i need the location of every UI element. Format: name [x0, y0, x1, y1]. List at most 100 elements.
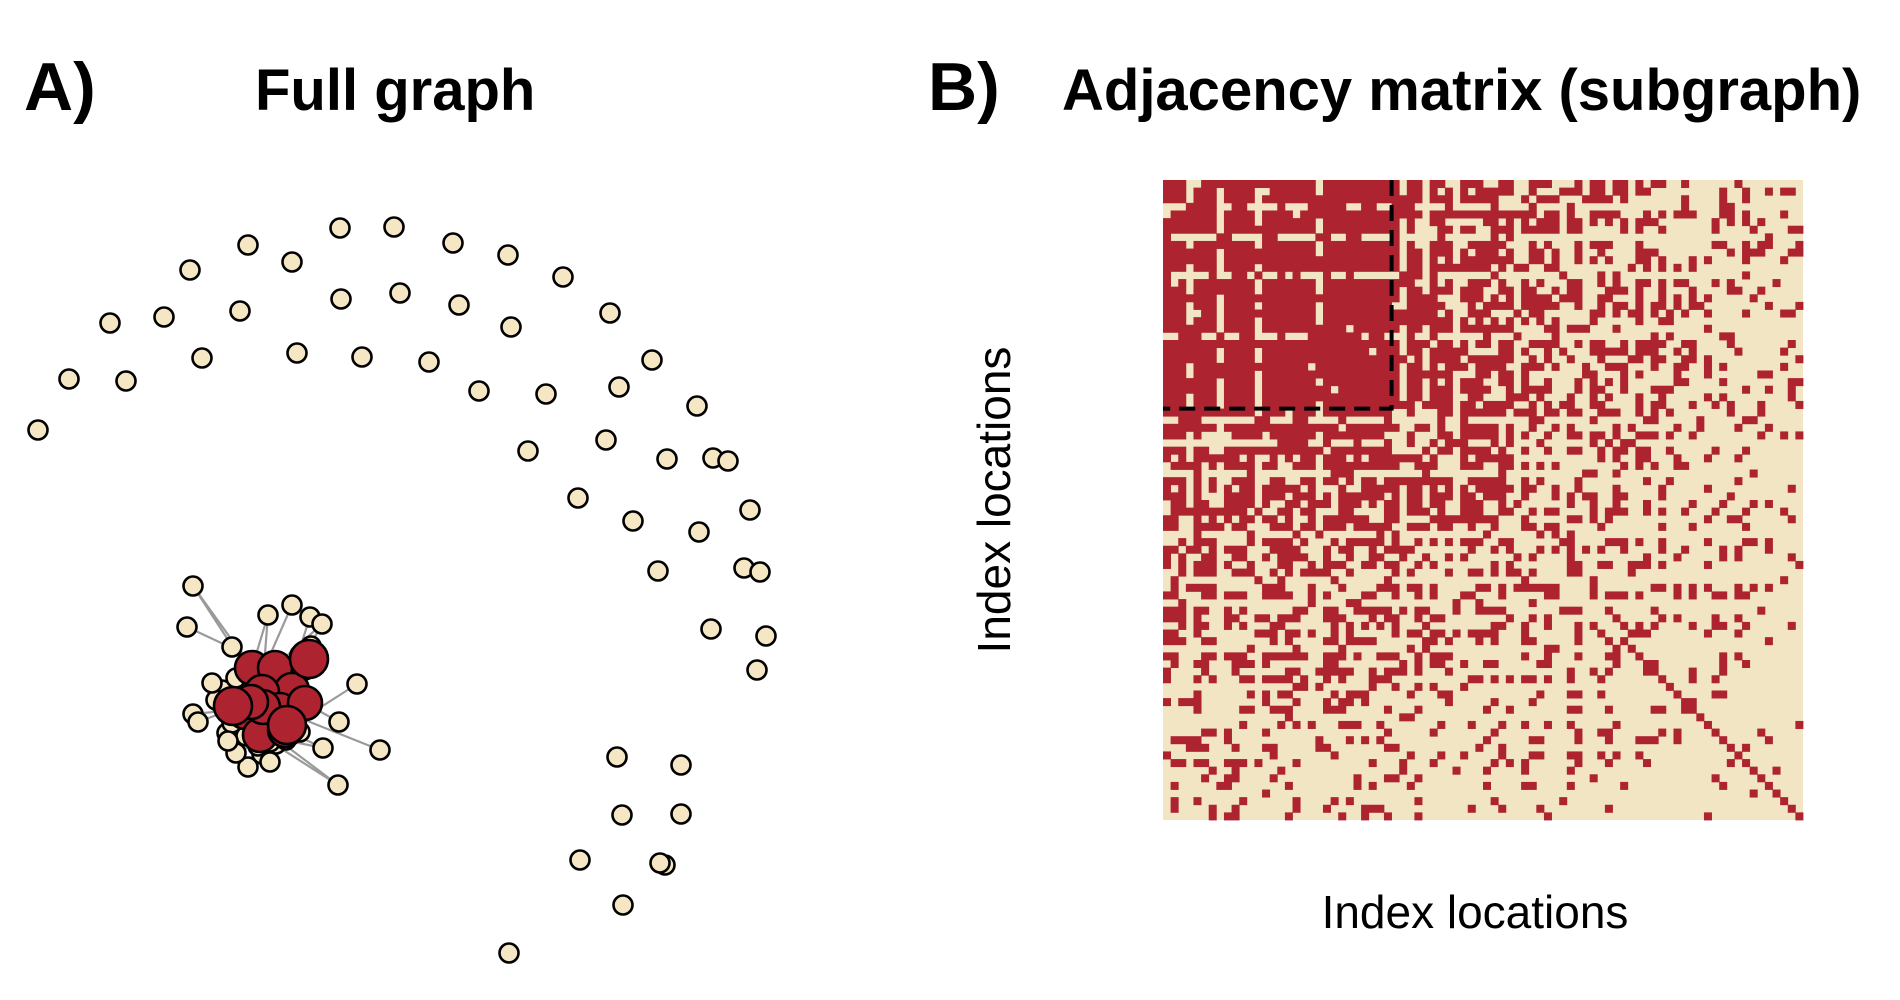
matrix-cell [1505, 545, 1514, 554]
matrix-cell [1269, 431, 1316, 440]
matrix-cell [1681, 705, 1697, 714]
matrix-cell [1193, 797, 1202, 806]
matrix-cell [1787, 484, 1796, 493]
matrix-cell [1323, 553, 1332, 562]
matrix-cell [1163, 400, 1187, 409]
matrix-cell [1193, 393, 1217, 402]
matrix-cell [1223, 355, 1255, 364]
matrix-cell [1703, 309, 1712, 318]
matrix-cell [1528, 507, 1537, 516]
matrix-cell [1269, 637, 1278, 646]
matrix-cell [1254, 416, 1271, 425]
matrix-cell [1361, 812, 1370, 821]
matrix-cell [1406, 629, 1423, 638]
matrix-cell [1315, 233, 1332, 242]
matrix-cell [1323, 660, 1339, 669]
matrix-cell [1429, 332, 1438, 341]
matrix-cell [1635, 218, 1659, 227]
matrix-cell [1254, 614, 1271, 623]
matrix-cell [1292, 492, 1316, 501]
matrix-cell [1231, 766, 1240, 775]
matrix-cell [1262, 210, 1293, 219]
matrix-cell [1650, 408, 1659, 417]
matrix-cell [1163, 477, 1187, 486]
matrix-cell [1193, 454, 1240, 463]
matrix-cell [1269, 477, 1286, 486]
matrix-cell [1521, 385, 1552, 394]
matrix-cell [1208, 484, 1217, 493]
matrix-cell [1406, 240, 1415, 249]
matrix-cell [1673, 614, 1682, 623]
matrix-cell [1681, 309, 1690, 318]
matrix-cell [1627, 629, 1652, 638]
matrix-cell [1406, 370, 1453, 379]
matrix-cell [1300, 522, 1316, 531]
matrix-cell [1429, 728, 1438, 737]
matrix-cell [1414, 614, 1423, 623]
matrix-cell [1460, 484, 1469, 493]
matrix-cell [1292, 720, 1301, 729]
matrix-cell [1719, 393, 1728, 402]
matrix-cell [1665, 408, 1674, 417]
matrix-cell [1742, 256, 1751, 265]
peripheral-node [237, 756, 259, 778]
matrix-cell [1444, 698, 1453, 707]
matrix-cell [1193, 492, 1202, 501]
matrix-cell [1536, 530, 1545, 539]
matrix-cell [1262, 690, 1271, 699]
matrix-cell [1178, 454, 1187, 463]
matrix-cell [1757, 774, 1766, 783]
matrix-cell [1742, 743, 1751, 752]
matrix-cell [1345, 736, 1354, 745]
matrix-cell [1528, 751, 1545, 760]
matrix-cell [1361, 621, 1370, 630]
matrix-cell [1490, 698, 1499, 707]
matrix-cell [1170, 781, 1179, 790]
matrix-cell [1620, 637, 1629, 646]
matrix-cell [1163, 751, 1172, 760]
matrix-cell [1406, 332, 1415, 341]
matrix-cell [1589, 347, 1629, 356]
matrix-cell [1323, 408, 1392, 417]
matrix-cell [1673, 370, 1682, 379]
matrix-cell [1513, 332, 1522, 341]
matrix-cell [1429, 393, 1453, 402]
matrix-cell [1193, 568, 1217, 577]
matrix-cell [1673, 378, 1690, 387]
matrix-cell [1300, 507, 1316, 516]
matrix-cell [1643, 660, 1659, 669]
matrix-cell [1734, 347, 1743, 356]
matrix-cell [1703, 324, 1712, 333]
matrix-cell [1536, 690, 1545, 699]
matrix-cell [1604, 591, 1629, 600]
matrix-cell [1223, 317, 1255, 326]
matrix-cell [1429, 271, 1438, 280]
matrix-x-label: Index locations [1322, 886, 1629, 938]
matrix-cell [1726, 743, 1735, 752]
matrix-cell [1673, 294, 1682, 303]
matrix-cell [1574, 180, 1583, 189]
matrix-cell [1391, 492, 1400, 501]
matrix-cell [1490, 797, 1499, 806]
matrix-cell [1467, 355, 1514, 364]
matrix-cell [1368, 553, 1385, 562]
matrix-cell [1193, 538, 1217, 547]
matrix-cell [1353, 439, 1362, 448]
matrix-cell [1429, 583, 1438, 592]
matrix-cell [1650, 461, 1659, 470]
matrix-cell [1574, 652, 1583, 661]
matrix-cell [1559, 400, 1575, 409]
matrix-cell [1277, 332, 1286, 341]
matrix-cell [1323, 431, 1385, 440]
matrix-cell [1566, 545, 1575, 554]
matrix-cell [1566, 324, 1591, 333]
matrix-cell [1559, 271, 1568, 280]
matrix-cell [1742, 248, 1766, 257]
matrix-cell [1483, 530, 1492, 539]
matrix-cell [1620, 218, 1629, 227]
matrix-cell [1345, 629, 1354, 638]
matrix-cell [1193, 477, 1202, 486]
matrix-cell [1193, 705, 1202, 714]
matrix-cell [1300, 210, 1423, 219]
matrix-cell [1505, 218, 1514, 227]
